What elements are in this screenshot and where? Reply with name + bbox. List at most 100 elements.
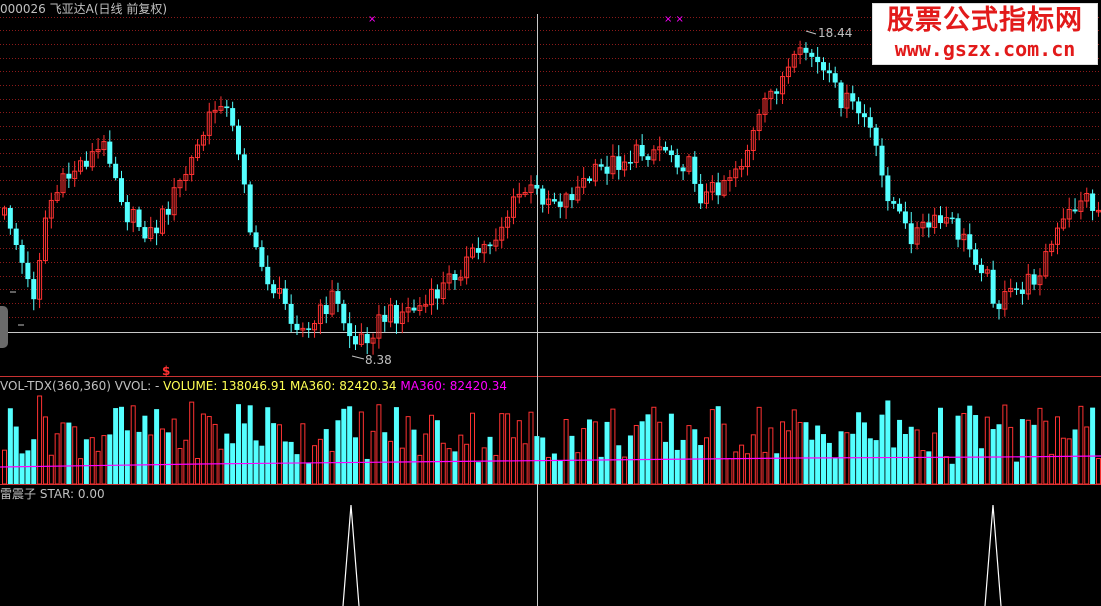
candle-body-up [546,198,552,206]
volume-bar-down [949,463,955,484]
volume-bar-down [247,405,253,484]
indicator-name[interactable]: VOL-TDX(360,360) [0,379,111,393]
candle-body-up [60,173,66,194]
candle-body-down [645,156,651,160]
candle-body-up [528,184,534,193]
volume-bar-up [89,437,95,485]
candle-body-down [224,106,230,109]
candle-body-down [803,47,809,53]
candle-body-down [908,223,914,245]
volume-bar-down [236,404,241,484]
candle-body-down [142,227,148,239]
candle-body-down [856,101,862,114]
candle-body-down [323,305,329,315]
candle-body-down [1014,288,1020,290]
candle-body-up [446,273,452,284]
volume-bar-up [651,406,657,485]
candle-body-down [107,141,113,164]
volume-bar-up [633,424,639,485]
volume-bar-up [493,454,499,485]
volume-bar-down [353,437,358,484]
candle-body-up [95,149,101,153]
candle-body-up [101,141,107,151]
volume-bar-down [645,414,651,484]
volume-bar-down [867,438,873,484]
candle-body-up [1008,287,1014,293]
candle-body-down [569,194,575,201]
volume-bar-up [329,450,335,485]
candle-body-up [89,151,95,168]
volume-bar-down [557,460,563,484]
candle-body-down [236,125,241,155]
candle-body-down [335,291,341,304]
volume-bar-up [130,405,136,485]
candle-body-down [294,323,300,330]
volume-bar-up [739,444,745,485]
candle-body-down [393,305,399,324]
candle-body-down [113,163,119,179]
volume-bar-up [464,443,470,485]
volume-bar-down [119,406,124,484]
candle-body-down [7,208,13,229]
volume-value: VOLUME: 138046.91 [163,379,287,393]
candle-body-up [72,170,78,180]
candle-body-down [1019,289,1025,294]
vvol-value: VVOL: - [114,379,160,393]
star-indicator-name[interactable]: 雷震子 [0,487,37,501]
candle-body-down [891,201,897,204]
volume-bar-down [873,440,879,484]
candle-body-up [312,323,318,331]
candle-body-down [967,234,973,250]
signal-marker: $ [162,364,171,378]
volume-bar-down [604,421,610,484]
candle-body-down [938,215,943,224]
star-spike [342,504,360,606]
candle-body-up [429,288,435,306]
volume-bar-up [546,456,552,485]
volume-bar-up [206,416,212,485]
candle-body-up [464,256,470,279]
volume-bar-down [1019,419,1025,484]
volume-bar-down [850,433,856,484]
candle-body-down [282,288,288,304]
volume-bar-up [505,413,511,485]
volume-bar-up [610,408,616,485]
candle-body-down [382,314,388,322]
candle-body-down [271,284,277,294]
volume-bar-down [996,424,1002,484]
volume-bar-up [499,413,505,485]
candle-body-up [1060,218,1066,229]
candle-body-down [990,269,996,304]
volume-bar-up [1049,453,1055,485]
volume-bar-up [429,414,435,485]
volume-bar-down [674,449,680,484]
volume-bar-up [762,451,768,485]
low-pointer [351,355,365,360]
candle-body-down [83,160,89,167]
volume-bar-down [879,414,885,484]
star-header: 雷震子 STAR: 0.00 [0,487,105,501]
volume-bar-up [727,458,733,485]
candle-body-up [1078,200,1084,212]
volume-bar-up [42,416,48,485]
volume-bar-down [668,413,674,484]
volume-bar-down [364,458,370,484]
volume-bar-down [938,407,943,484]
volume-bar-down [7,408,13,484]
volume-bar-up [200,413,206,485]
volume-bar-up [932,432,938,485]
panel-collapse-tab[interactable] [0,306,8,348]
volume-bar-up [376,404,382,485]
volume-bar-down [113,408,119,484]
volume-bar-down [902,434,908,484]
candle-body-down [639,145,645,157]
candle-body-up [797,47,803,55]
volume-bar-up [704,437,709,485]
candle-body-up [200,134,206,146]
volume-bar-down [341,408,347,484]
volume-bar-down [551,453,557,484]
volume-bar-up [1066,438,1072,485]
volume-bar-down [411,429,417,484]
candle-body-down [136,209,142,228]
